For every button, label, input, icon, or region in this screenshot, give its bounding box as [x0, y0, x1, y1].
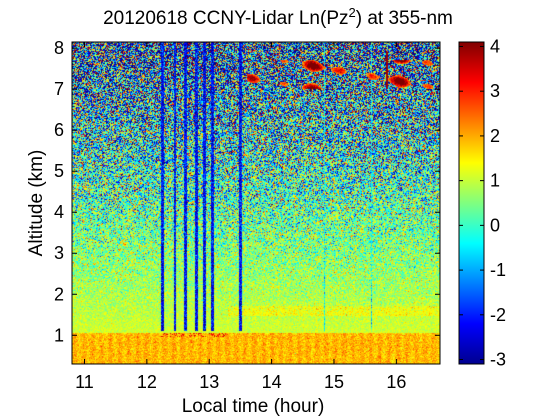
y-axis-ticks: 1 2 3 4 5 6 7 8 — [54, 38, 440, 345]
colorbar-tick-label: 1 — [490, 171, 500, 191]
colorbar-tick-label: -1 — [490, 260, 506, 280]
colorbar-ticks: -3 -2 -1 0 1 2 3 4 — [459, 36, 506, 370]
colorbar-tick-label: 2 — [490, 126, 500, 146]
x-tick-label: 11 — [75, 372, 94, 392]
x-tick-label: 16 — [386, 372, 406, 392]
x-tick-label: 14 — [262, 372, 282, 392]
x-tick-label: 12 — [137, 372, 157, 392]
y-tick-label: 6 — [54, 120, 64, 140]
y-tick-label: 1 — [54, 325, 64, 345]
y-tick-label: 2 — [54, 284, 64, 304]
x-axis-ticks: 11 12 13 14 15 16 — [75, 42, 406, 392]
x-axis-label: Local time (hour) — [182, 396, 325, 417]
colorbar-tick-label: 0 — [490, 215, 500, 235]
heatmap-canvas — [72, 42, 440, 364]
colorbar-tick-label: -3 — [490, 350, 506, 370]
plot-frame — [71, 41, 441, 365]
x-tick-label: 13 — [199, 372, 219, 392]
colorbar: -3 -2 -1 0 1 2 3 4 — [458, 36, 506, 370]
y-tick-label: 8 — [54, 38, 64, 58]
y-tick-label: 7 — [54, 79, 64, 99]
colorbar-tick-label: 4 — [490, 36, 500, 56]
chart-title: 20120618 CCNY-Lidar Ln(Pz2) at 355-nm — [103, 5, 453, 29]
y-tick-label: 4 — [54, 202, 64, 222]
x-tick-label: 15 — [324, 372, 344, 392]
colorbar-gradient — [458, 41, 485, 365]
colorbar-tick-label: -2 — [490, 305, 506, 325]
y-axis-label: Altitude (km) — [26, 150, 47, 257]
y-tick-label: 5 — [54, 161, 64, 181]
y-tick-label: 3 — [54, 243, 64, 263]
colorbar-tick-label: 3 — [490, 81, 500, 101]
